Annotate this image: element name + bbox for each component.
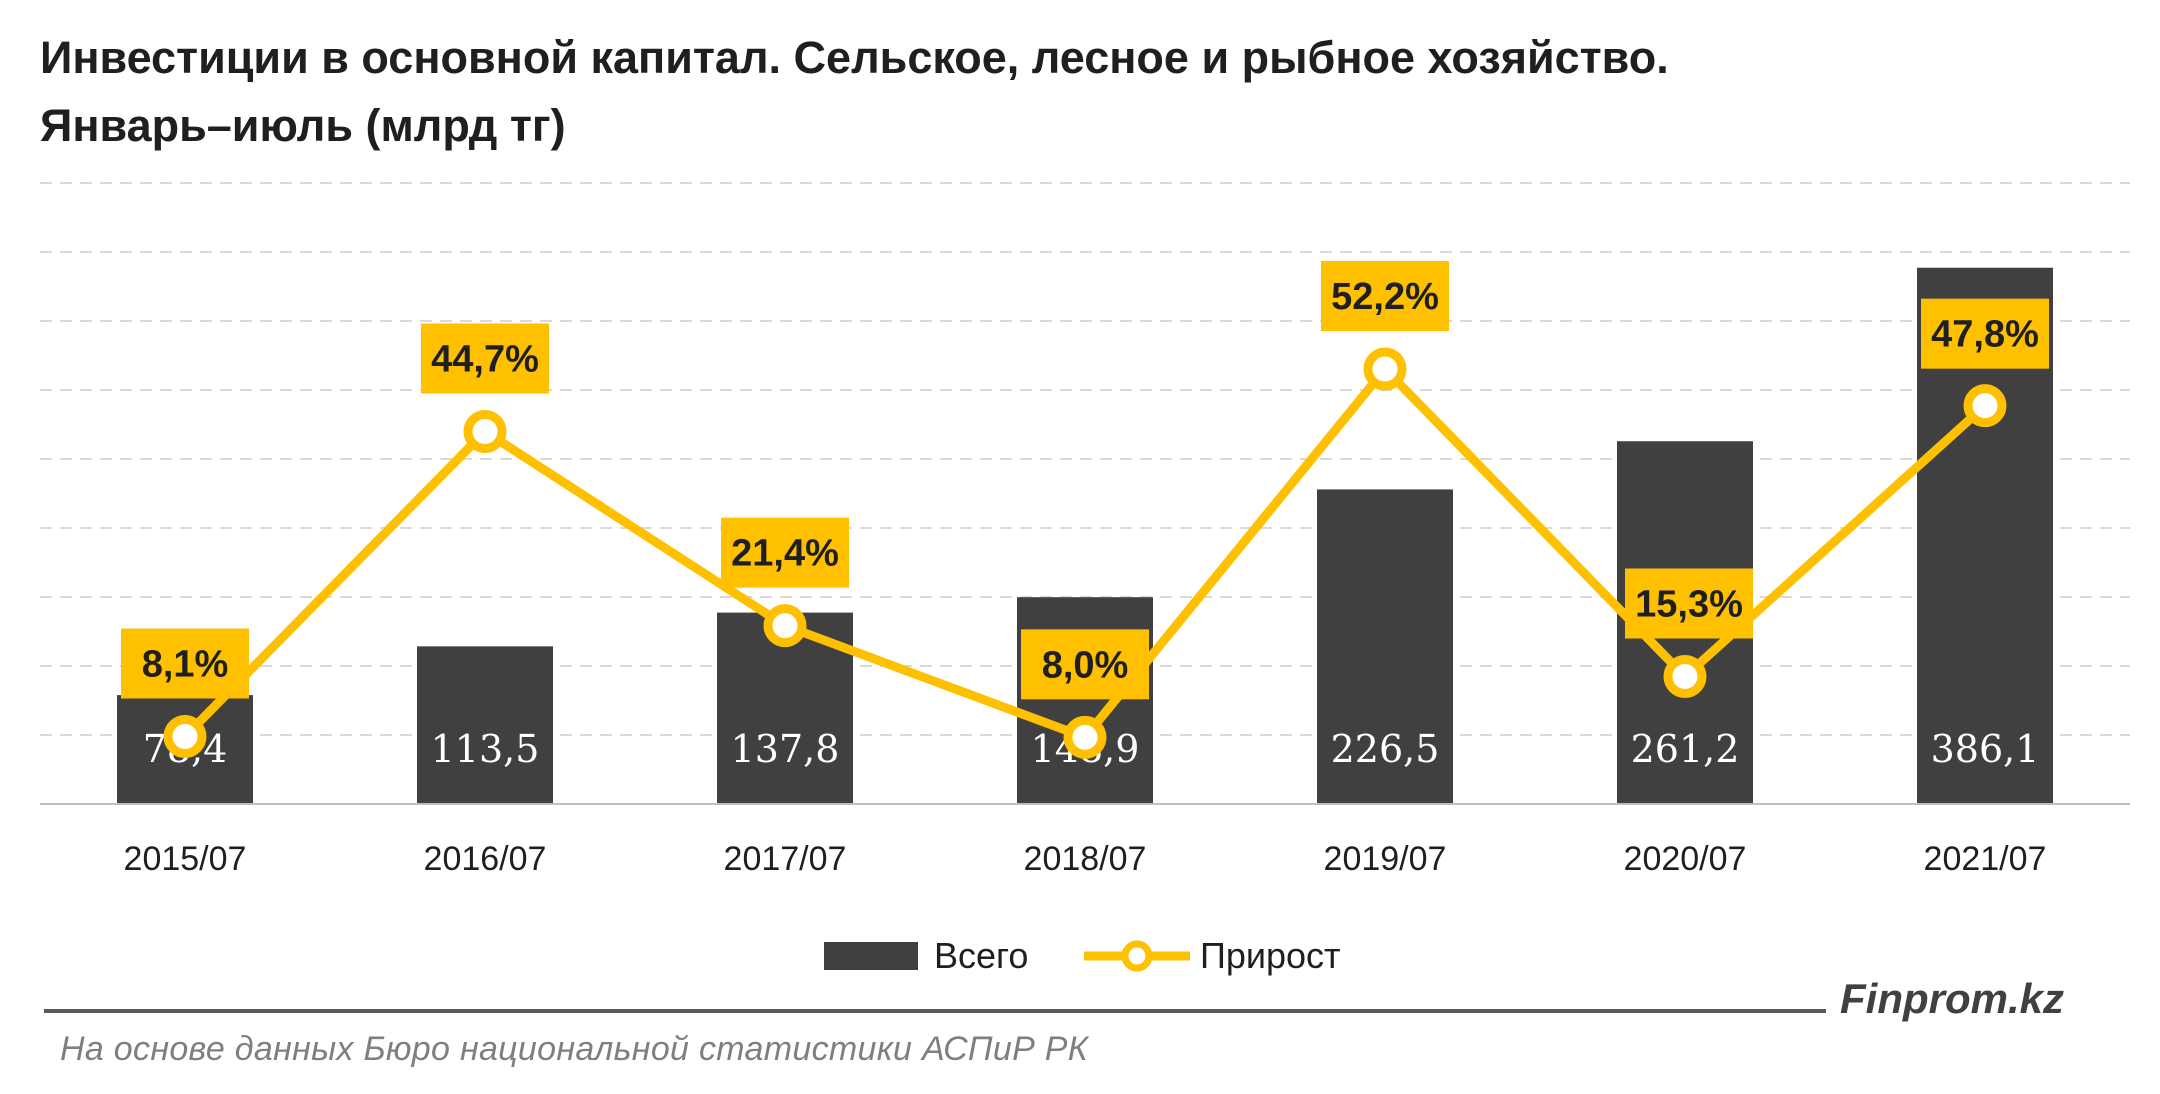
growth-point (163, 715, 207, 758)
growth-label-text: 52,2% (1331, 276, 1439, 318)
growth-label: 52,2% (1321, 261, 1449, 331)
growth-label-box (121, 628, 249, 699)
growth-label-box (421, 323, 549, 394)
growth-point (1063, 715, 1107, 759)
bar (1017, 597, 1153, 804)
category-tick-label: 2016/07 (424, 840, 547, 878)
bar-value-label: 261,2 (1631, 727, 1740, 771)
growth-label-text: 8,1% (142, 644, 229, 686)
bar-value-label: 137,8 (731, 727, 840, 771)
legend-line-label: Прирост (1200, 935, 1341, 976)
growth-label-box (1021, 629, 1149, 700)
growth-label-box (1321, 261, 1449, 331)
growth-label-box (1921, 298, 2049, 369)
growth-point (1363, 347, 1407, 391)
bar (417, 646, 553, 804)
bar-value-label: 386,1 (1931, 727, 2040, 771)
chart-title: Инвестиции в основной капитал. Сельское,… (40, 24, 2120, 160)
growth-label-box (1625, 568, 1753, 639)
bar (1317, 489, 1453, 804)
growth-point (1963, 384, 2007, 428)
line-series (163, 347, 2007, 759)
growth-label-text: 44,7% (431, 339, 539, 381)
growth-label-text: 21,4% (731, 533, 839, 575)
growth-label-text: 15,3% (1635, 584, 1743, 626)
source-note: На основе данных Бюро национальной стати… (60, 1030, 1089, 1068)
category-tick-label: 2015/07 (124, 840, 247, 878)
category-tick-label: 2018/07 (1024, 840, 1147, 878)
category-tick-label: 2019/07 (1324, 840, 1447, 878)
bar-value-label: 113,5 (431, 727, 540, 771)
category-tick-label: 2021/07 (1924, 840, 2047, 878)
legend-line-marker (1121, 940, 1153, 972)
bar-value-label: 226,5 (1331, 727, 1440, 771)
category-tick-label: 2020/07 (1624, 840, 1747, 878)
footer-divider (44, 1009, 1826, 1013)
gridlines (40, 182, 2130, 736)
growth-label-box (721, 517, 849, 588)
growth-label-text: 8,0% (1042, 644, 1129, 686)
growth-label: 21,4% (721, 517, 849, 588)
brand-logo-text: Finprom.kz (1840, 975, 2065, 1022)
line-labels: 8,1% 44,7% 21,4% 8,0% 52,2% 15,3% 47,8% (121, 261, 2049, 700)
growth-label: 44,7% (421, 323, 549, 394)
legend-bar-swatch (824, 942, 918, 970)
growth-point (463, 410, 507, 453)
title-line-1: Инвестиции в основной капитал. Сельское,… (40, 32, 1669, 83)
growth-label: 8,0% (1021, 629, 1149, 700)
growth-label-text: 47,8% (1931, 314, 2039, 356)
title-line-2: Январь–июль (млрд тг) (40, 100, 566, 151)
category-labels: 2015/07 2016/07 2017/07 2018/07 2019/07 2020/… (124, 840, 2047, 878)
legend-bar-label: Всего (934, 935, 1028, 976)
growth-point (1663, 655, 1707, 698)
category-tick-label: 2017/07 (724, 840, 847, 878)
growth-label: 15,3% (1625, 568, 1753, 639)
growth-label: 47,8% (1921, 298, 2049, 369)
growth-label: 8,1% (121, 628, 249, 699)
growth-point (763, 604, 807, 648)
legend: Всего Прирост (824, 935, 1341, 976)
